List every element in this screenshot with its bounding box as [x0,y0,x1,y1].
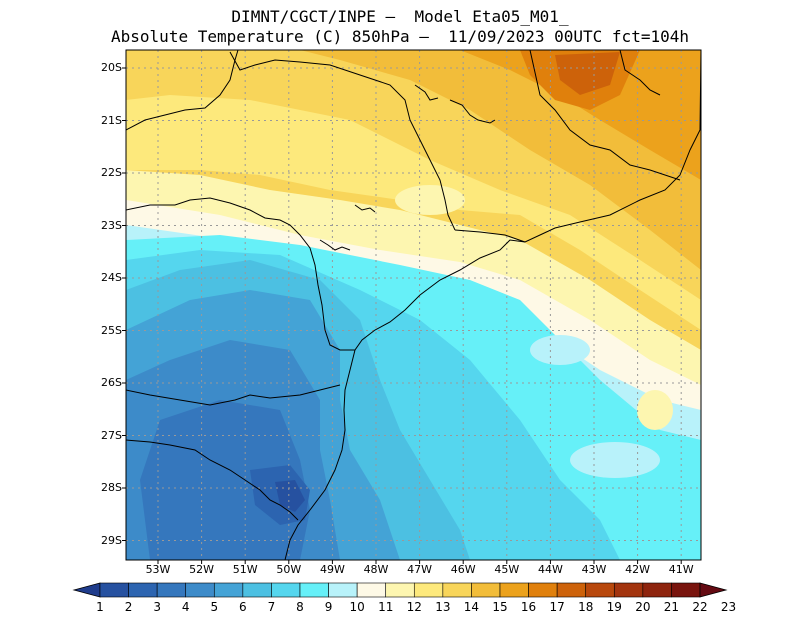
colorbar-label: 17 [549,600,565,614]
lat-label: 22S [101,166,122,179]
lat-label: 26S [101,376,122,389]
coastline-borders [125,49,702,561]
colorbar-label: 20 [635,600,651,614]
colorbar-label: 2 [124,600,133,614]
lon-label: 46W [450,563,476,576]
lat-label: 24S [101,271,122,284]
colorbar-swatch [528,582,558,598]
lat-label: 23S [101,218,122,232]
lon-label: 48W [363,563,389,576]
lon-label: 50W [276,563,302,576]
colorbar-label: 16 [520,600,537,614]
lon-label: 42W [625,563,651,576]
colorbar-low-arrow [72,582,101,598]
colorbar-swatch [385,582,415,598]
colorbar-label: 8 [296,600,304,614]
colorbar-swatch [156,582,187,598]
colorbar-label: 6 [239,600,247,614]
colorbar-label: 14 [463,600,480,614]
lon-label: 44W [537,563,563,576]
colorbar-swatch [271,582,301,598]
lat-label: 25S [101,323,122,337]
colorbar-label: 9 [324,600,333,614]
lon-label: 43W [581,563,607,576]
colorbar-label: 10 [349,600,365,614]
colorbar-swatch [671,582,701,598]
colorbar-swatch [442,582,472,598]
colorbar-swatch [642,582,672,598]
colorbar-swatch [213,582,244,598]
lon-label: 51W [232,563,258,576]
colorbar-swatch [185,582,215,598]
lon-label: 53W [145,563,171,576]
colorbar-swatch [356,582,387,598]
map-frame [125,49,702,561]
colorbar-label: 11 [378,600,394,614]
axis-ticks [122,67,682,564]
colorbar-label: 7 [267,600,276,614]
map-title-line2: Absolute Temperature (C) 850hPa – 11/09/… [111,27,689,46]
colorbar-label: 23 [720,600,737,614]
colorbar-label: 1 [96,600,104,614]
colorbar-label: 4 [181,600,190,614]
colorbar-label: 12 [406,600,422,614]
colorbar-swatch [328,582,358,598]
lat-label: 20S [101,61,122,74]
colorbar-swatch [99,582,129,598]
lon-label: 45W [494,563,520,576]
lon-label: 41W [668,563,694,576]
colorbar-high-arrow [699,582,728,598]
colorbar-swatch [413,582,444,598]
colorbar-label: 21 [663,600,680,614]
colorbar-label: 22 [692,600,708,614]
lat-label: 28S [101,481,122,494]
colorbar-swatch [556,582,587,598]
colorbar-label: 18 [578,600,594,614]
colorbar-swatch [585,582,615,598]
lat-label: 21S [101,113,122,127]
colorbar-label: 19 [606,600,622,614]
lon-label: 49W [319,563,345,576]
colorbar-swatch [499,582,529,598]
colorbar-label: 5 [210,600,219,614]
colorbar-label: 13 [435,600,451,614]
colorbar [72,582,728,598]
colorbar-swatch [299,582,329,598]
lon-label: 47W [407,563,433,576]
colorbar-swatch [128,582,158,598]
lat-label: 27S [101,428,122,442]
map-title-line1: DIMNT/CGCT/INPE – Model Eta05_M01_ [231,7,569,26]
colorbar-label: 3 [153,600,161,614]
map-gridlines [126,50,701,560]
lat-label: 29S [101,533,122,547]
lon-label: 52W [189,563,215,576]
colorbar-swatch [471,582,501,598]
colorbar-swatch [242,582,272,598]
colorbar-label: 15 [492,600,508,614]
colorbar-swatch [613,582,644,598]
